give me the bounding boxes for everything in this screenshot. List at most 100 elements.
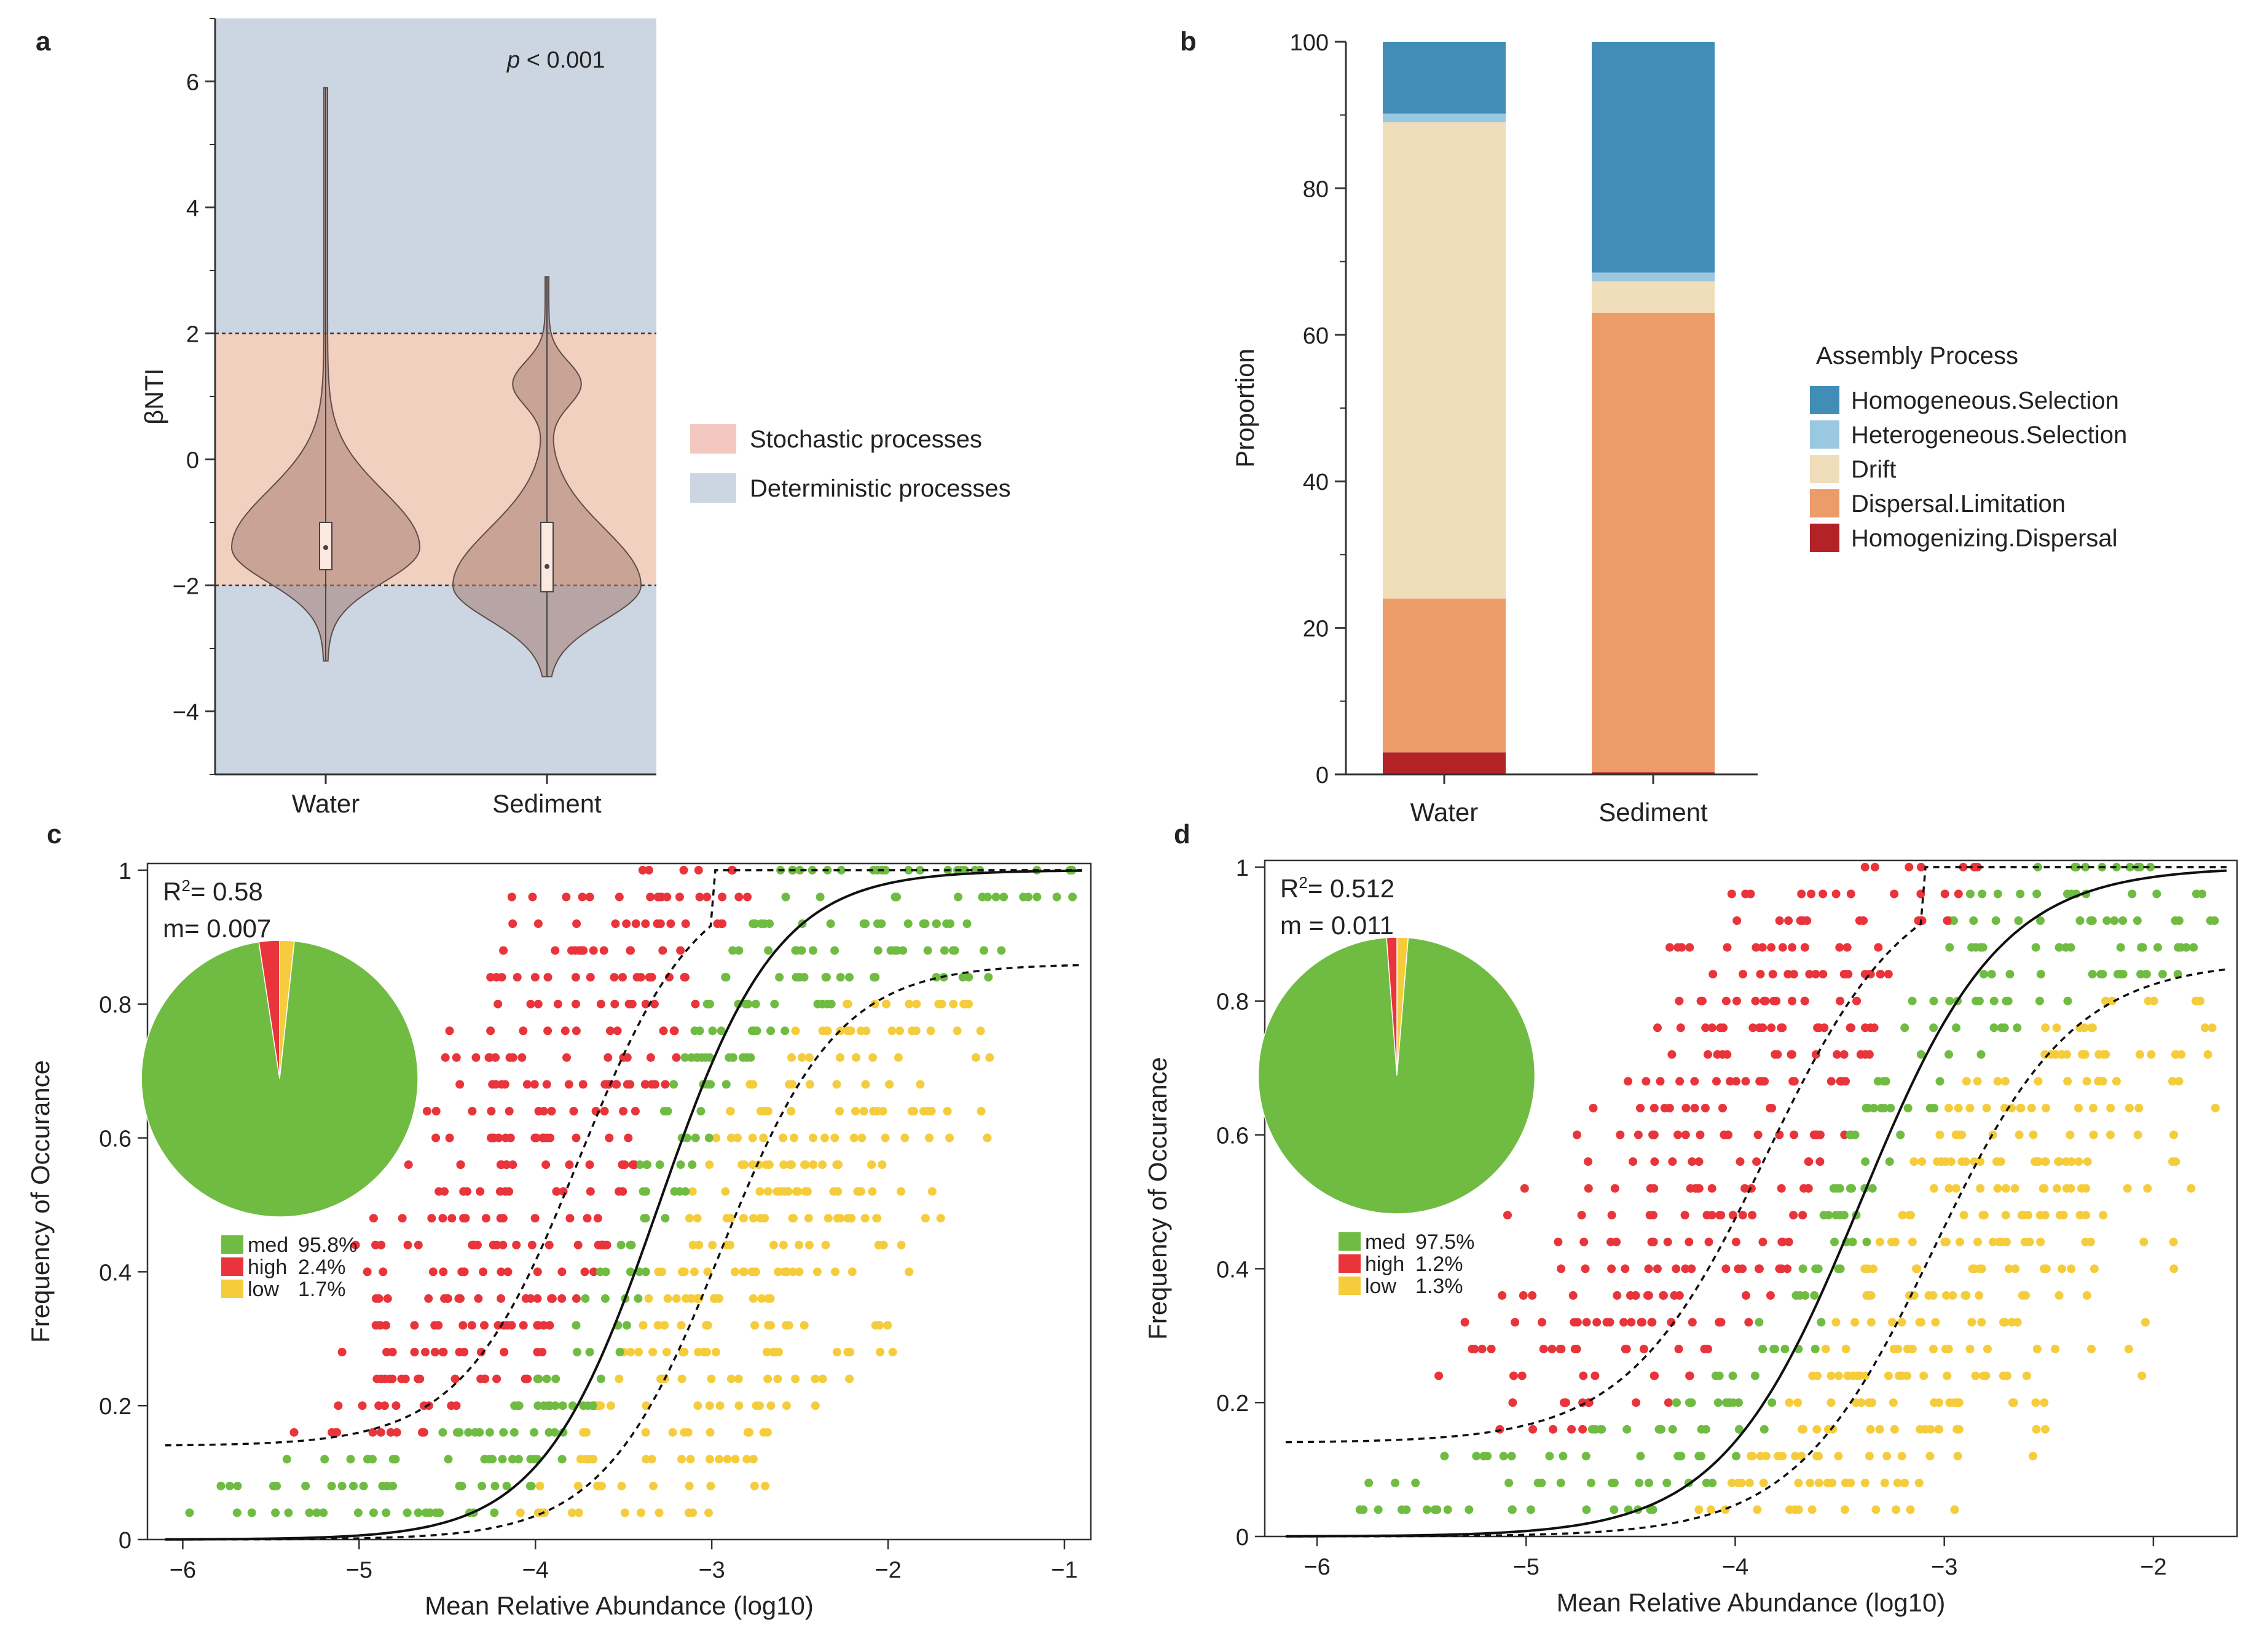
pie-legend-value: 2.4% bbox=[298, 1256, 346, 1279]
pie-legend-value: 1.2% bbox=[1415, 1253, 1463, 1276]
point-med bbox=[1811, 1345, 1820, 1353]
point-low bbox=[2101, 996, 2110, 1005]
y-tick-label: −2 bbox=[173, 574, 199, 600]
point-high bbox=[1723, 1050, 1732, 1059]
point-low bbox=[641, 1428, 650, 1437]
point-high bbox=[450, 1374, 460, 1383]
point-med bbox=[751, 999, 760, 1009]
point-high bbox=[463, 1187, 472, 1196]
panel-label-d: d bbox=[1174, 819, 1190, 849]
point-high bbox=[1721, 1264, 1731, 1273]
point-high bbox=[596, 999, 605, 1009]
point-low bbox=[1853, 1371, 1862, 1380]
point-low bbox=[677, 1321, 686, 1330]
point-high bbox=[445, 1026, 454, 1036]
point-low bbox=[749, 1455, 758, 1464]
point-high bbox=[1819, 889, 1828, 899]
point-med bbox=[1836, 1211, 1845, 1220]
point-high bbox=[1732, 996, 1741, 1005]
point-med bbox=[2075, 916, 2085, 925]
point-med bbox=[1873, 1077, 1882, 1086]
point-high bbox=[675, 892, 684, 902]
point-med bbox=[327, 1481, 336, 1490]
point-low bbox=[2004, 1264, 2013, 1273]
point-high bbox=[657, 892, 666, 902]
x-tick-label: −2 bbox=[875, 1557, 901, 1583]
point-low bbox=[1898, 1211, 1907, 1220]
point-low bbox=[637, 1508, 645, 1517]
point-low bbox=[568, 1508, 576, 1517]
point-med bbox=[738, 1053, 747, 1062]
pie-slice-high bbox=[258, 940, 280, 1079]
point-low bbox=[2087, 1345, 2096, 1353]
r-superscript: 2 bbox=[181, 876, 190, 895]
point-low bbox=[2054, 1157, 2063, 1166]
point-low bbox=[1982, 1104, 1991, 1112]
point-high bbox=[1470, 1345, 1479, 1353]
point-med bbox=[508, 1455, 517, 1464]
point-high bbox=[1675, 1077, 1685, 1086]
point-low bbox=[742, 1455, 752, 1464]
point-high bbox=[573, 1240, 583, 1249]
pie-slice-med bbox=[141, 940, 419, 1217]
point-med bbox=[533, 1374, 542, 1383]
point-high bbox=[1590, 1371, 1600, 1380]
point-med bbox=[1024, 892, 1032, 902]
point-high bbox=[498, 1240, 508, 1249]
point-low bbox=[1962, 1077, 1971, 1086]
point-low bbox=[897, 1187, 906, 1196]
point-low bbox=[1980, 1211, 1989, 1220]
point-low bbox=[1975, 1291, 1984, 1300]
bar-segment-homogenizing-dispersal bbox=[1592, 772, 1715, 774]
point-high bbox=[680, 973, 689, 982]
point-high bbox=[1649, 1104, 1659, 1112]
point-med bbox=[2066, 943, 2075, 952]
point-high bbox=[508, 1160, 517, 1170]
point-med bbox=[964, 973, 973, 982]
point-med bbox=[1861, 1157, 1870, 1166]
point-high bbox=[589, 946, 598, 955]
point-low bbox=[1761, 1452, 1771, 1461]
point-low bbox=[2052, 1184, 2061, 1193]
point-med bbox=[2086, 916, 2095, 925]
legend-swatch bbox=[1810, 524, 1839, 552]
point-high bbox=[681, 919, 690, 928]
point-low bbox=[1946, 1157, 1956, 1166]
point-med bbox=[551, 1374, 560, 1383]
point-high bbox=[519, 1026, 528, 1036]
point-med bbox=[702, 999, 712, 1009]
point-med bbox=[271, 1508, 280, 1517]
point-low bbox=[788, 1214, 797, 1223]
point-high bbox=[1800, 943, 1809, 952]
point-high bbox=[1804, 1184, 1813, 1193]
point-high bbox=[1707, 1023, 1716, 1032]
point-low bbox=[1917, 1157, 1927, 1166]
point-low bbox=[1925, 1452, 1935, 1461]
point-med bbox=[1949, 916, 1958, 925]
point-med bbox=[1581, 1452, 1590, 1461]
point-high bbox=[1557, 1345, 1566, 1353]
point-low bbox=[849, 1133, 859, 1143]
point-high bbox=[1639, 1345, 1648, 1353]
point-med bbox=[225, 1481, 234, 1490]
point-high bbox=[631, 1107, 640, 1115]
point-med bbox=[1622, 1425, 1632, 1434]
y-tick-label: 0 bbox=[119, 1528, 132, 1554]
r-letter: R bbox=[163, 877, 181, 906]
point-high bbox=[1855, 916, 1864, 925]
point-high bbox=[1573, 1130, 1581, 1139]
point-high bbox=[1650, 1157, 1659, 1166]
point-high bbox=[410, 1321, 419, 1330]
point-high bbox=[1732, 916, 1742, 925]
point-high bbox=[1836, 1077, 1845, 1086]
point-low bbox=[792, 1187, 801, 1196]
point-med bbox=[2116, 943, 2125, 952]
point-low bbox=[2169, 1237, 2178, 1246]
point-low bbox=[912, 999, 921, 1009]
point-med bbox=[1374, 1505, 1383, 1514]
point-high bbox=[1767, 943, 1776, 952]
point-high bbox=[376, 1321, 385, 1330]
point-med bbox=[2189, 943, 2198, 952]
point-low bbox=[2024, 1211, 2032, 1220]
pie-legend-label: med bbox=[1365, 1230, 1406, 1254]
